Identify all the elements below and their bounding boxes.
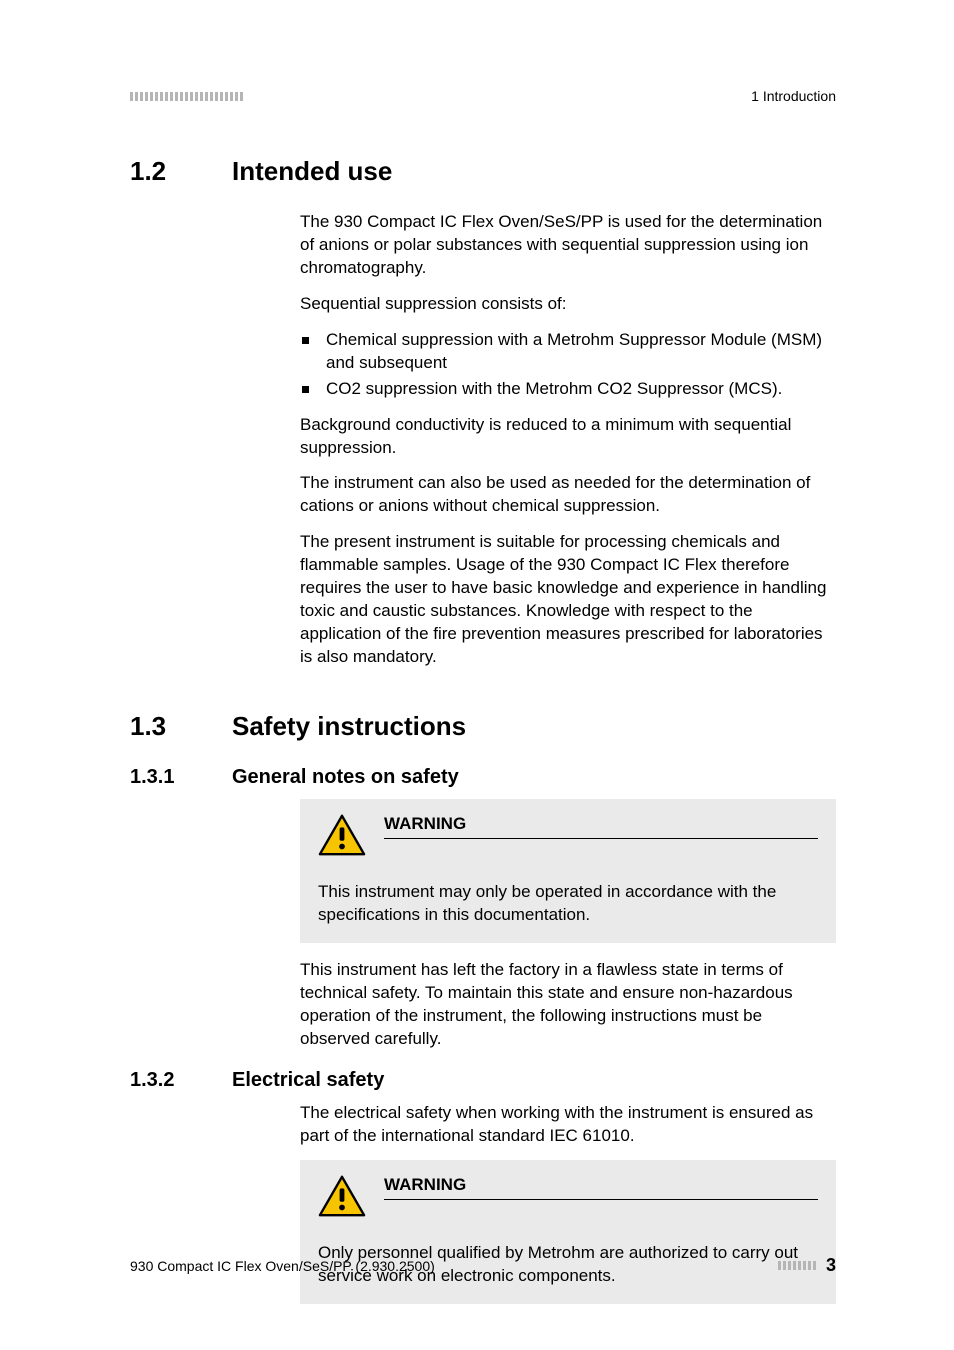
page-header: 1 Introduction (130, 88, 836, 104)
warning-triangle-icon (318, 1174, 366, 1218)
warning-label: WARNING (384, 814, 818, 834)
footer-decoration-bars (778, 1261, 816, 1270)
header-chapter-label: 1 Introduction (751, 88, 836, 104)
subsection-number: 1.3.1 (130, 766, 196, 789)
section-title: Intended use (232, 156, 392, 187)
paragraph: The present instrument is suitable for p… (300, 531, 836, 669)
subsection-heading-1-3-1: 1.3.1 General notes on safety (130, 766, 836, 789)
subsection-title: General notes on safety (232, 766, 459, 789)
section-number: 1.2 (130, 156, 196, 187)
warning-box: WARNING Only personnel qualified by Metr… (300, 1160, 836, 1304)
warning-triangle-icon (318, 813, 366, 857)
section-heading-1-2: 1.2 Intended use (130, 156, 836, 187)
section-title: Safety instructions (232, 711, 466, 742)
footer-product-label: 930 Compact IC Flex Oven/SeS/PP (2.930.2… (130, 1258, 435, 1274)
page-footer: 930 Compact IC Flex Oven/SeS/PP (2.930.2… (130, 1255, 836, 1276)
subsection-heading-1-3-2: 1.3.2 Electrical safety (130, 1069, 836, 1092)
paragraph: The electrical safety when working with … (300, 1102, 836, 1148)
subsection-title: Electrical safety (232, 1069, 384, 1092)
subsection-number: 1.3.2 (130, 1069, 196, 1092)
header-decoration-bars (130, 92, 243, 101)
subsection-1-3-1-body: This instrument has left the factory in … (300, 959, 836, 1051)
section-1-2-body: The 930 Compact IC Flex Oven/SeS/PP is u… (300, 211, 836, 669)
paragraph: Sequential suppression consists of: (300, 293, 836, 316)
page-number: 3 (826, 1255, 836, 1276)
paragraph: This instrument has left the factory in … (300, 959, 836, 1051)
section-heading-1-3: 1.3 Safety instructions (130, 711, 836, 742)
paragraph: Background conductivity is reduced to a … (300, 414, 836, 460)
list-item: CO2 suppression with the Metrohm CO2 Sup… (300, 378, 836, 401)
warning-box: WARNING This instrument may only be oper… (300, 799, 836, 943)
subsection-1-3-2-body: The electrical safety when working with … (300, 1102, 836, 1148)
list-item: Chemical suppression with a Metrohm Supp… (300, 329, 836, 375)
paragraph: The 930 Compact IC Flex Oven/SeS/PP is u… (300, 211, 836, 280)
warning-divider (384, 838, 818, 839)
bullet-list: Chemical suppression with a Metrohm Supp… (300, 329, 836, 401)
warning-text: This instrument may only be operated in … (318, 881, 818, 927)
paragraph: The instrument can also be used as neede… (300, 472, 836, 518)
warning-label: WARNING (384, 1175, 818, 1195)
section-number: 1.3 (130, 711, 196, 742)
warning-divider (384, 1199, 818, 1200)
